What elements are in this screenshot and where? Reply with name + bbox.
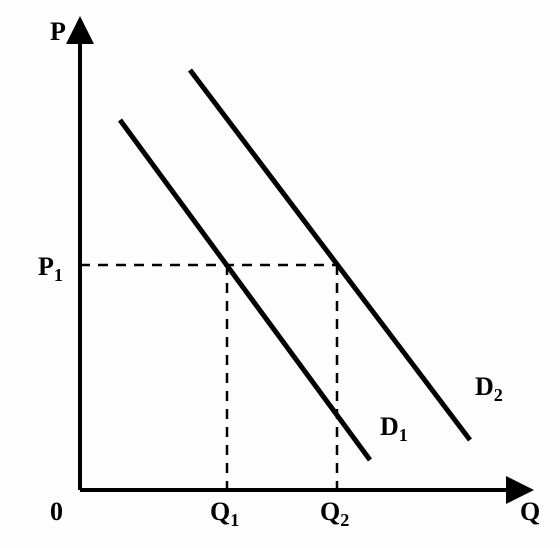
y-axis-label: P <box>50 17 66 46</box>
chart-bg <box>0 0 560 548</box>
demand-shift-chart: P Q 0 P1 Q1 Q2 D1 D2 <box>0 0 560 548</box>
x-axis-label: Q <box>520 497 540 526</box>
origin-label: 0 <box>50 497 63 526</box>
